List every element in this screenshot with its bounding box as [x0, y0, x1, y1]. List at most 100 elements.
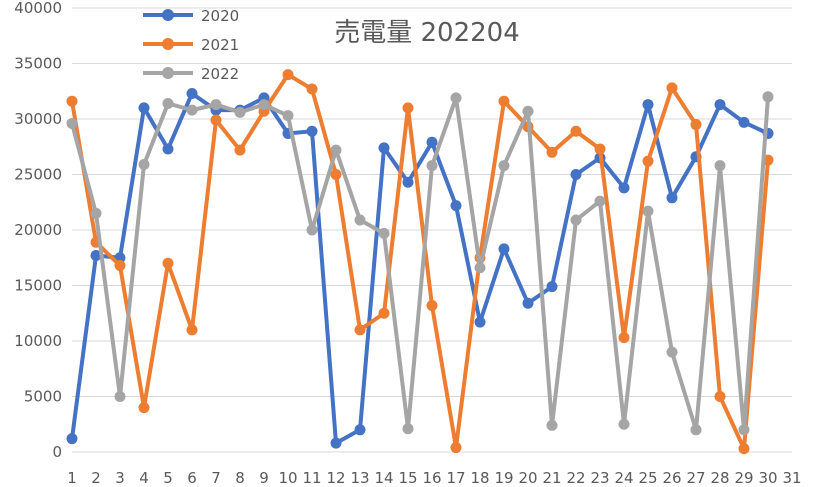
data-point: [90, 250, 102, 262]
data-point: [330, 169, 342, 180]
data-point: [426, 136, 438, 148]
series-2020: [66, 87, 774, 449]
data-point: [138, 159, 150, 171]
series-line: [70, 91, 769, 446]
data-point: [762, 91, 774, 103]
y-tick-label: 0: [52, 443, 62, 461]
x-tick-label: 18: [470, 469, 489, 487]
data-point: [138, 102, 150, 114]
x-tick-label: 20: [518, 469, 537, 487]
x-tick-label: 22: [566, 469, 585, 487]
data-point: [570, 169, 582, 180]
data-point: [666, 192, 678, 204]
data-point: [258, 99, 270, 111]
data-point: [162, 143, 174, 155]
chart-title: 売電量 202204: [334, 18, 520, 48]
data-point: [546, 146, 558, 158]
legend: 2020 2021 2022: [143, 7, 239, 83]
x-tick-label: 23: [590, 469, 609, 487]
data-point: [690, 424, 702, 436]
data-point: [426, 299, 438, 311]
y-tick-label: 30000: [14, 110, 62, 128]
y-axis-ticks: 0 5000 10000 15000 20000 25000 30000 35000 40000: [14, 0, 62, 461]
x-tick-label: 11: [302, 469, 321, 487]
legend-swatch-marker: [162, 67, 174, 79]
data-point: [642, 205, 654, 217]
data-point: [234, 106, 246, 118]
legend-item: 2021: [143, 36, 239, 54]
x-tick-label: 16: [422, 469, 441, 487]
legend-label: 2022: [201, 65, 239, 83]
series-line: [70, 72, 770, 451]
x-tick-label: 6: [187, 469, 197, 487]
y-tick-label: 35000: [14, 55, 62, 73]
x-tick-label: 27: [686, 469, 705, 487]
data-point: [282, 69, 294, 81]
data-point: [594, 195, 606, 207]
legend-item: 2022: [143, 65, 239, 83]
x-tick-label: 9: [259, 469, 269, 487]
y-tick-label: 10000: [14, 332, 62, 350]
data-point: [354, 214, 366, 226]
x-tick-label: 7: [211, 469, 221, 487]
data-point: [474, 316, 486, 328]
data-point: [186, 104, 198, 116]
x-tick-label: 1: [67, 469, 77, 487]
data-point: [306, 125, 318, 137]
x-tick-label: 5: [163, 469, 173, 487]
data-point: [114, 260, 126, 272]
data-point: [714, 99, 726, 111]
data-point: [66, 433, 78, 445]
x-tick-label: 24: [614, 469, 633, 487]
legend-label: 2021: [201, 36, 239, 54]
x-tick-label: 28: [710, 469, 729, 487]
y-tick-label: 15000: [14, 277, 62, 295]
x-tick-label: 2: [91, 469, 101, 487]
series-line: [70, 95, 770, 432]
data-point: [210, 114, 222, 126]
data-point: [618, 182, 630, 194]
y-tick-label: 40000: [14, 0, 62, 17]
data-point: [354, 324, 366, 336]
data-point: [666, 346, 678, 358]
series-2021: [66, 69, 774, 455]
data-point: [642, 155, 654, 167]
x-tick-label: 15: [398, 469, 417, 487]
series-2022: [66, 91, 774, 436]
legend-item: 2020: [143, 7, 239, 25]
data-point: [450, 200, 462, 212]
data-point: [186, 87, 198, 99]
data-point: [402, 102, 414, 114]
data-point: [498, 95, 510, 107]
data-point: [306, 83, 318, 95]
x-tick-label: 30: [758, 469, 777, 487]
x-tick-label: 8: [235, 469, 245, 487]
data-point: [498, 160, 510, 172]
data-point: [210, 99, 222, 111]
data-point: [234, 144, 246, 156]
data-point: [354, 424, 366, 436]
x-tick-label: 17: [446, 469, 465, 487]
data-point: [114, 391, 126, 402]
data-point: [738, 116, 750, 128]
y-tick-label: 25000: [14, 166, 62, 184]
x-tick-label: 14: [374, 469, 393, 487]
data-point: [186, 324, 198, 336]
data-point: [306, 224, 318, 236]
series-group: [66, 69, 774, 455]
x-tick-label: 21: [542, 469, 561, 487]
data-point: [426, 160, 438, 172]
y-tick-label: 5000: [24, 388, 62, 406]
x-tick-label: 25: [638, 469, 657, 487]
x-tick-label: 26: [662, 469, 681, 487]
data-point: [162, 257, 174, 269]
data-point: [450, 92, 462, 104]
legend-swatch-marker: [162, 9, 174, 21]
data-point: [330, 437, 342, 449]
data-point: [666, 82, 678, 94]
data-point: [282, 110, 294, 122]
data-point: [570, 125, 582, 137]
data-point: [594, 143, 606, 155]
data-point: [618, 418, 630, 430]
